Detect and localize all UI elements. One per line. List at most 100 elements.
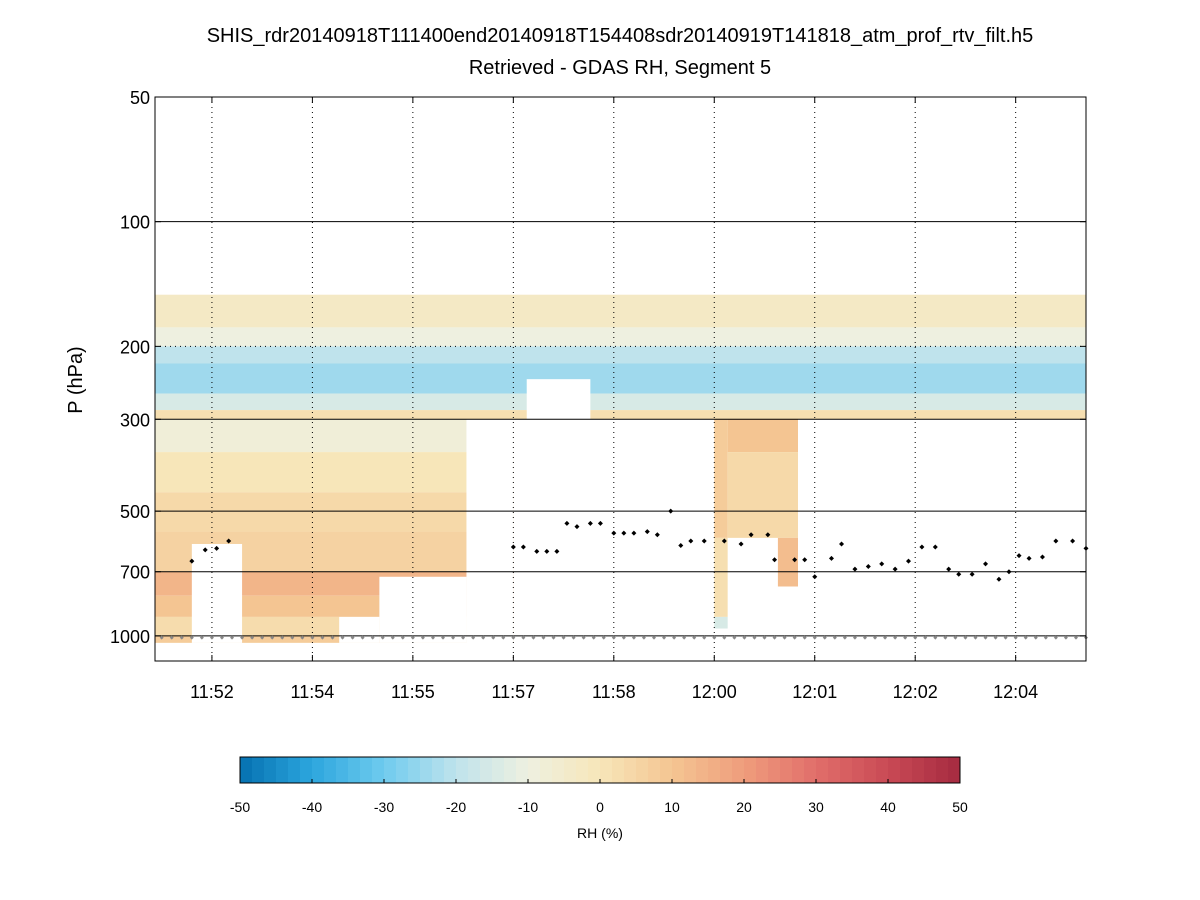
colorbar-segment [900, 757, 913, 783]
cloud-top-marker [510, 544, 516, 550]
colorbar-ticks: -50 -40 -30 -20 -10 0 10 20 30 40 50 [230, 779, 968, 815]
surface-marker [340, 635, 345, 640]
surface-marker [893, 635, 898, 640]
colorbar-segment [564, 757, 577, 783]
surface-marker [852, 635, 857, 640]
surface-marker [712, 635, 717, 640]
colorbar-tick-label: -30 [374, 799, 394, 815]
colorbar-tick-label: -20 [446, 799, 466, 815]
colorbar-segment [408, 757, 421, 783]
surface-marker [531, 635, 536, 640]
y-tick-label: 50 [130, 88, 150, 108]
cloud-top-marker [812, 574, 818, 580]
colorbar-segment [756, 757, 769, 783]
colorbar-segment [348, 757, 361, 783]
surface-marker [732, 635, 737, 640]
colorbar-segment [360, 757, 373, 783]
missing-data-region [526, 379, 591, 420]
rh-band [155, 393, 1086, 411]
surface-marker [310, 635, 315, 640]
rh-band [155, 363, 1086, 394]
surface-marker [250, 635, 255, 640]
surface-marker [390, 635, 395, 640]
surface-marker [802, 635, 807, 640]
missing-data-region [155, 642, 1086, 661]
surface-marker [330, 635, 335, 640]
surface-marker [240, 635, 245, 640]
colorbar-segment [516, 757, 529, 783]
surface-marker [631, 635, 636, 640]
surface-marker [993, 635, 998, 640]
rh-patch [714, 616, 728, 629]
cloud-top-marker [597, 520, 603, 526]
colorbar-segment [288, 757, 301, 783]
colorbar-segment [588, 757, 601, 783]
missing-data-region [379, 576, 467, 643]
surface-marker [913, 635, 918, 640]
surface-marker [189, 635, 194, 640]
colorbar-segment [240, 757, 253, 783]
surface-marker [280, 635, 285, 640]
cloud-top-marker [631, 530, 637, 536]
cloud-top-marker [956, 571, 962, 577]
cloud-top-marker [721, 538, 727, 544]
x-axis-ticks: 11:52 11:54 11:55 11:57 11:58 12:00 12:01 12:02… [190, 97, 1038, 702]
surface-marker [883, 635, 888, 640]
x-tick-label: 12:02 [893, 682, 938, 702]
surface-marker [772, 635, 777, 640]
colorbar-segment [888, 757, 901, 783]
surface-marker [611, 635, 616, 640]
colorbar-segment [852, 757, 865, 783]
surface-marker [320, 635, 325, 640]
colorbar-tick-label: -10 [518, 799, 538, 815]
y-axis-label: P (hPa) [65, 346, 87, 413]
colorbar-segment [444, 757, 457, 783]
surface-marker [762, 635, 767, 640]
missing-data-region [466, 419, 514, 661]
surface-marker [832, 635, 837, 640]
surface-marker [581, 635, 586, 640]
gridlines [155, 97, 1086, 661]
surface-marker [410, 635, 415, 640]
cloud-top-marker [654, 532, 660, 538]
cloud-top-marker [969, 571, 975, 577]
surface-marker [420, 635, 425, 640]
surface-marker [722, 635, 727, 640]
surface-marker [471, 635, 476, 640]
surface-marker [230, 635, 235, 640]
x-tick-label: 11:57 [491, 682, 535, 702]
cloud-top-marker [1039, 554, 1045, 560]
surface-marker [219, 635, 224, 640]
rh-patch [727, 452, 798, 538]
colorbar-segment [420, 757, 433, 783]
surface-marker [360, 635, 365, 640]
colorbar-segment [312, 757, 325, 783]
rh-patch [714, 419, 728, 538]
colorbar-segment [708, 757, 721, 783]
colorbar-segment [552, 757, 565, 783]
cloud-top-marker [919, 544, 925, 550]
colorbar-tick-label: -40 [302, 799, 322, 815]
cloud-top-marker [701, 538, 707, 544]
colorbar-segment [624, 757, 637, 783]
surface-marker [169, 635, 174, 640]
rh-patch [777, 537, 798, 587]
colorbar-tick-label: 30 [808, 799, 824, 815]
cloud-top-marker [1026, 555, 1032, 561]
surface-marker [651, 635, 656, 640]
colorbar-segment [528, 757, 541, 783]
cloud-top-marker [772, 557, 778, 563]
cloud-top-marker [678, 542, 684, 548]
surface-marker [209, 635, 214, 640]
surface-marker [903, 635, 908, 640]
surface-marker [1003, 635, 1008, 640]
surface-marker [983, 635, 988, 640]
colorbar-tick-label: 0 [596, 799, 604, 815]
surface-marker [179, 635, 184, 640]
y-tick-label: 500 [120, 502, 150, 522]
cloud-top-marker [574, 524, 580, 530]
surface-marker [752, 635, 757, 640]
colorbar-segment [720, 757, 733, 783]
colorbar-segment [492, 757, 505, 783]
colorbar-segment [924, 757, 937, 783]
